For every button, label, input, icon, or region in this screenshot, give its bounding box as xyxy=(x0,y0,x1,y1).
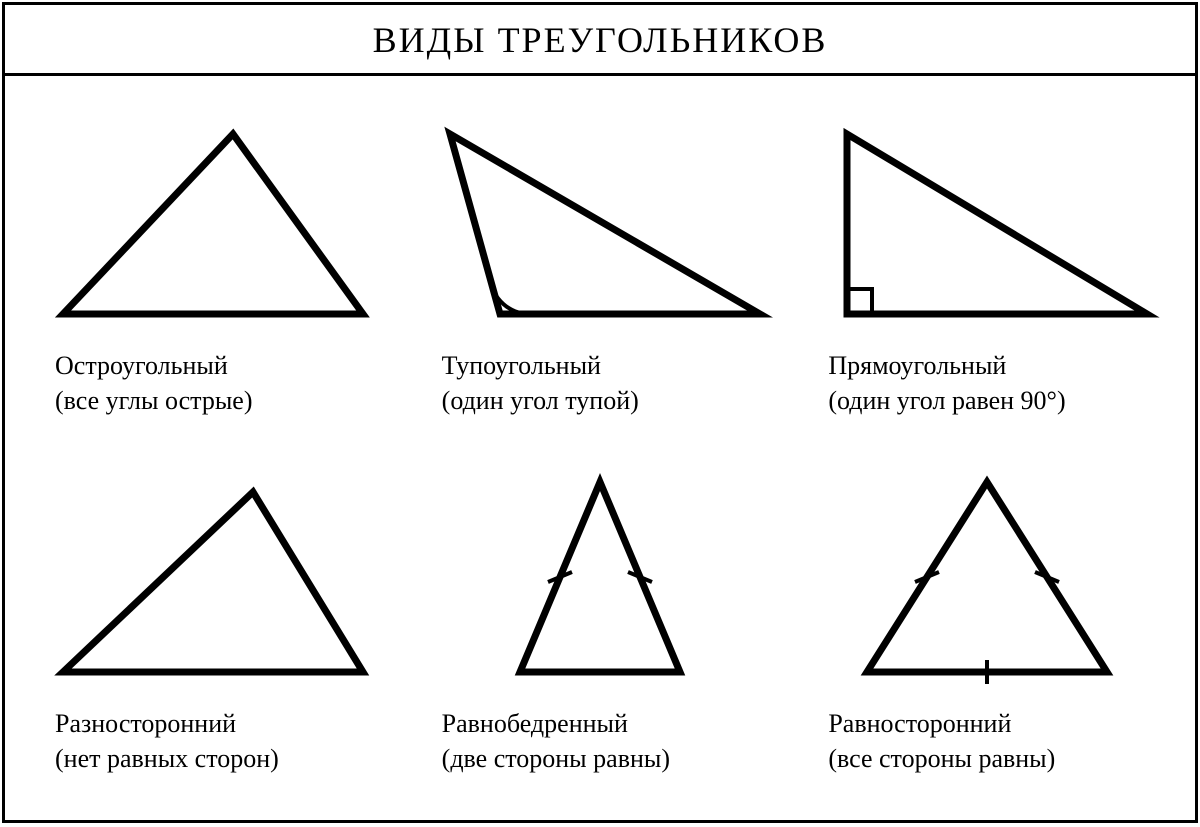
triangle-right-svg xyxy=(807,104,1167,334)
triangle-scalene: Разносторонний (нет равных сторон) xyxy=(25,462,402,800)
diagram-title: ВИДЫ ТРЕУГОЛЬНИКОВ xyxy=(5,5,1195,76)
triangle-obtuse-svg xyxy=(420,104,780,334)
diagram-frame: ВИДЫ ТРЕУГОЛЬНИКОВ Остроугольный (все уг… xyxy=(2,2,1198,823)
triangle-equilateral-svg xyxy=(807,462,1167,692)
triangle-obtuse: Тупоугольный (один угол тупой) xyxy=(412,104,789,442)
caption-line: Равносторонний xyxy=(828,709,1011,738)
triangle-isosceles: Равнобедренный (две стороны равны) xyxy=(412,462,789,800)
triangle-isosceles-caption: Равнобедренный (две стороны равны) xyxy=(412,706,789,776)
triangle-right: Прямоугольный (один угол равен 90°) xyxy=(798,104,1175,442)
triangle-scalene-svg xyxy=(33,462,393,692)
triangle-scalene-figure xyxy=(33,462,393,692)
caption-line: Равнобедренный xyxy=(442,709,628,738)
caption-line: Остроугольный xyxy=(55,351,228,380)
caption-line: Разносторонний xyxy=(55,709,236,738)
diagram-grid: Остроугольный (все углы острые) Тупоугол… xyxy=(5,76,1195,820)
caption-line: (нет равных сторон) xyxy=(55,744,279,773)
triangle-scalene-caption: Разносторонний (нет равных сторон) xyxy=(25,706,402,776)
triangle-equilateral-caption: Равносторонний (все стороны равны) xyxy=(798,706,1175,776)
triangle-isosceles-svg xyxy=(420,462,780,692)
triangle-obtuse-figure xyxy=(420,104,780,334)
caption-line: (две стороны равны) xyxy=(442,744,670,773)
caption-line: (один угол тупой) xyxy=(442,386,639,415)
caption-line: Прямоугольный xyxy=(828,351,1006,380)
triangle-acute-svg xyxy=(33,104,393,334)
caption-line: (один угол равен 90°) xyxy=(828,386,1065,415)
caption-line: (все стороны равны) xyxy=(828,744,1055,773)
caption-line: Тупоугольный xyxy=(442,351,601,380)
triangle-right-caption: Прямоугольный (один угол равен 90°) xyxy=(798,348,1175,418)
triangle-acute: Остроугольный (все углы острые) xyxy=(25,104,402,442)
triangle-right-figure xyxy=(807,104,1167,334)
triangle-equilateral-figure xyxy=(807,462,1167,692)
triangle-acute-caption: Остроугольный (все углы острые) xyxy=(25,348,402,418)
triangle-acute-figure xyxy=(33,104,393,334)
triangle-obtuse-caption: Тупоугольный (один угол тупой) xyxy=(412,348,789,418)
triangle-equilateral: Равносторонний (все стороны равны) xyxy=(798,462,1175,800)
triangle-isosceles-figure xyxy=(420,462,780,692)
caption-line: (все углы острые) xyxy=(55,386,253,415)
